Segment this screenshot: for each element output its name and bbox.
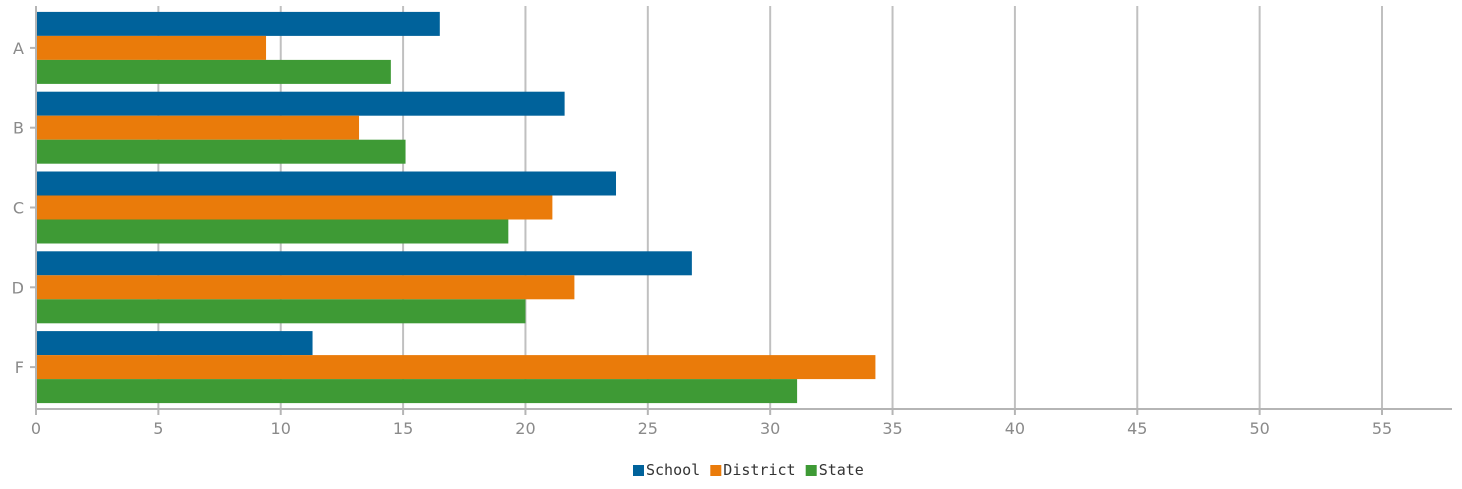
bars [37, 11, 876, 404]
bar-state-b [37, 139, 406, 164]
legend-item-school[interactable]: School [633, 461, 700, 479]
bar-school-a [37, 11, 440, 36]
legend: School District State [633, 461, 864, 479]
y-tick-label: A [13, 39, 24, 58]
legend-item-district[interactable]: District [710, 461, 796, 479]
bar-district-f [37, 355, 876, 380]
x-tick-label: 5 [153, 419, 163, 438]
legend-swatch-school [633, 465, 644, 476]
bar-district-b [37, 115, 360, 140]
y-tick-label: F [15, 358, 24, 377]
x-tick-label: 50 [1249, 419, 1269, 438]
x-tick-label: 45 [1127, 419, 1147, 438]
x-tick-label: 0 [31, 419, 41, 438]
y-axis-ticks: A B C D F [12, 39, 36, 377]
x-tick-label: 25 [638, 419, 658, 438]
y-tick-label: C [13, 199, 24, 218]
legend-label: State [819, 461, 864, 479]
x-tick-label: 35 [882, 419, 902, 438]
bar-school-b [37, 91, 565, 116]
bar-state-f [37, 379, 798, 404]
x-tick-label: 30 [760, 419, 780, 438]
bar-state-d [37, 299, 526, 324]
legend-swatch-district [710, 465, 722, 476]
bar-state-c [37, 219, 509, 244]
x-tick-label: 40 [1005, 419, 1025, 438]
bar-district-c [37, 195, 553, 220]
x-tick-label: 15 [393, 419, 413, 438]
bar-school-f [37, 331, 313, 356]
legend-label: School [646, 461, 700, 479]
legend-label: District [723, 461, 795, 479]
y-tick-label: B [13, 119, 24, 138]
x-tick-label: 10 [271, 419, 291, 438]
bar-school-d [37, 251, 692, 276]
x-tick-label: 20 [515, 419, 535, 438]
x-tick-label: 55 [1372, 419, 1392, 438]
bar-state-a [37, 59, 391, 84]
bar-district-d [37, 275, 575, 300]
legend-item-state[interactable]: State [805, 461, 864, 479]
legend-swatch-state [805, 465, 817, 476]
y-tick-label: D [12, 278, 24, 297]
x-axis-ticks: 0 5 10 15 20 25 30 35 40 45 50 55 [31, 409, 1392, 438]
bar-district-a [37, 35, 267, 60]
bar-school-c [37, 171, 617, 196]
